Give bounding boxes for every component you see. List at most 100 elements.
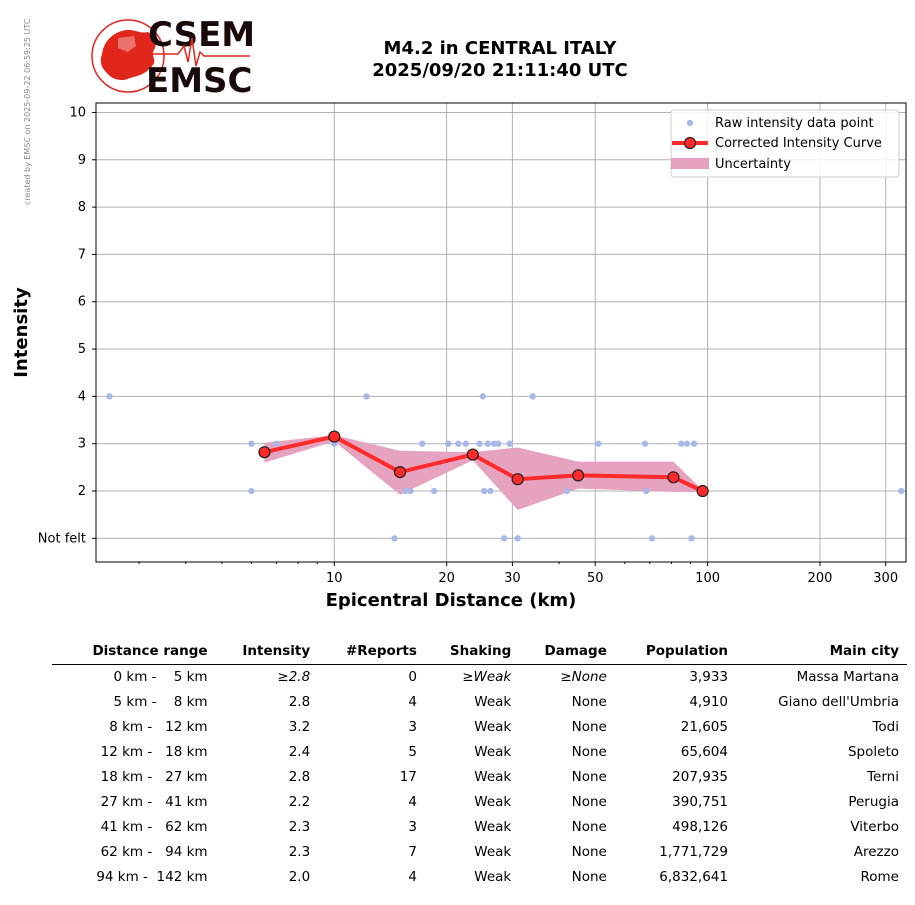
raw-data-point (506, 440, 513, 447)
y-tick-label: 8 (78, 200, 86, 215)
title-line-2: 2025/09/20 21:11:40 UTC (372, 60, 628, 81)
y-tick-label: 9 (78, 153, 86, 168)
raw-data-point (641, 440, 649, 447)
table-header-cell: Intensity (215, 640, 319, 665)
raw-data-point (688, 535, 695, 542)
table-cell: 27 km - 41 km (100, 794, 208, 810)
legend-entry-label: Uncertainty (715, 157, 791, 172)
legend: Raw intensity data point Corrected Intens… (670, 109, 900, 178)
table-cell: 21,605 (680, 719, 728, 735)
table-cell: 3 (408, 819, 417, 835)
table-cell: 207,935 (672, 769, 728, 785)
x-tick-label: 300 (873, 571, 898, 586)
table-header-cell: Main city (736, 640, 907, 665)
table-cell: 5 km - 8 km (113, 694, 208, 710)
corrected-curve-point (258, 446, 271, 459)
table-cell: 17 (399, 769, 417, 785)
table-cell: Weak (474, 719, 512, 735)
table-row: 8 km - 12 km 3.2 3 Weak None 21,605 Todi (52, 715, 907, 740)
table-cell: None (571, 719, 607, 735)
table-cell: 4,910 (689, 694, 728, 710)
raw-data-point (248, 487, 255, 495)
corrected-curve-point (466, 448, 479, 461)
raw-data-point (690, 440, 698, 447)
raw-data-point (484, 440, 492, 447)
legend-box (670, 109, 900, 178)
chart-title: M4.2 in CENTRAL ITALY 2025/09/20 21:11:4… (330, 38, 670, 82)
table-cell: 498,126 (672, 819, 728, 835)
y-tick-label: 4 (78, 389, 86, 404)
table-row: 41 km - 62 km 2.3 3 Weak None 498,126 Viterbo (52, 815, 907, 840)
raw-data-point (648, 535, 656, 542)
raw-data-point (430, 487, 438, 495)
raw-data-point (678, 440, 685, 447)
table-header-cell: Damage (519, 640, 615, 665)
table-cell: None (571, 744, 607, 760)
raw-data-point (248, 440, 255, 447)
corrected-curve-line (263, 434, 704, 493)
y-tick-label: 5 (78, 342, 86, 357)
table-cell: None (571, 794, 607, 810)
x-tick-label: 200 (808, 571, 833, 586)
table-cell: None (571, 819, 607, 835)
table-cell: Weak (474, 769, 512, 785)
table-cell: 18 km - 27 km (100, 769, 208, 785)
x-tick-label: 10 (326, 571, 343, 586)
raw-data-point (407, 487, 414, 495)
table-cell: Weak (474, 794, 512, 810)
y-tick-label: 3 (78, 437, 86, 452)
y-tick-label: 10 (69, 105, 86, 120)
y-axis-label: Intensity (11, 287, 32, 378)
raw-data-point (391, 535, 398, 542)
table-cell: Viterbo (850, 819, 899, 835)
raw-data-point (495, 440, 502, 447)
raw-data-point (487, 487, 494, 495)
corrected-curve-point (667, 471, 680, 484)
table-cell: 2.3 (288, 844, 311, 860)
table-cell: 2.8 (288, 694, 311, 710)
table-cell: 390,751 (672, 794, 728, 810)
table-cell: Terni (867, 769, 899, 785)
table-row: 0 km - 5 km ≥2.8 0 ≥Weak ≥None 3,933 Massa Mar… (52, 665, 907, 691)
table-cell: 4 (408, 694, 417, 710)
raw-data-point (500, 535, 508, 542)
uncertainty-band (264, 435, 703, 510)
table-cell: 8 km - 12 km (109, 719, 208, 735)
raw-data-point (643, 487, 650, 495)
table-cell: Perugia (848, 794, 899, 810)
table-cell: None (571, 769, 607, 785)
raw-data-point (455, 440, 462, 447)
intensity-chart: Not felt 2 3 4 5 6 7 8 9 10 10 20 30 50 100 200 300 Epice… (11, 102, 907, 611)
table-cell: Arezzo (853, 844, 899, 860)
table-cell: 2.2 (288, 794, 311, 810)
raw-data-point (595, 440, 602, 447)
table-cell: Weak (474, 744, 512, 760)
table-cell: 94 km - 142 km (96, 869, 208, 885)
legend-curve-marker (683, 136, 697, 150)
table-cell: Spoleto (847, 744, 899, 760)
table-cell: 2.8 (288, 769, 311, 785)
table-cell: Weak (474, 869, 512, 885)
table-cell: 41 km - 62 km (100, 819, 208, 835)
table-cell: None (571, 694, 607, 710)
table-header-cell: Shaking (424, 640, 520, 665)
x-tick-label: 30 (504, 571, 521, 586)
table-cell: 2.0 (288, 869, 311, 885)
table-cell: ≥Weak (462, 669, 512, 685)
raw-data-point (363, 393, 370, 400)
raw-data-point (480, 487, 488, 495)
table-cell: 65,604 (680, 744, 728, 760)
legend-band-swatch (671, 158, 709, 169)
table-cell: 2.3 (288, 819, 311, 835)
table-cell: 5 (408, 744, 417, 760)
raw-data-point (419, 440, 426, 447)
svg-text:CSEM: CSEM (148, 16, 255, 55)
table-cell: 1,771,729 (659, 844, 728, 860)
y-tick-label: 6 (78, 295, 86, 310)
table-row: 94 km - 142 km 2.0 4 Weak None 6,832,641 Rome (52, 865, 907, 890)
y-tick-label: 7 (78, 247, 86, 262)
raw-data-point (402, 487, 409, 495)
table-cell: 6,832,641 (659, 869, 728, 885)
table-cell: Massa Martana (796, 669, 899, 685)
y-tick-label: 2 (78, 484, 86, 499)
